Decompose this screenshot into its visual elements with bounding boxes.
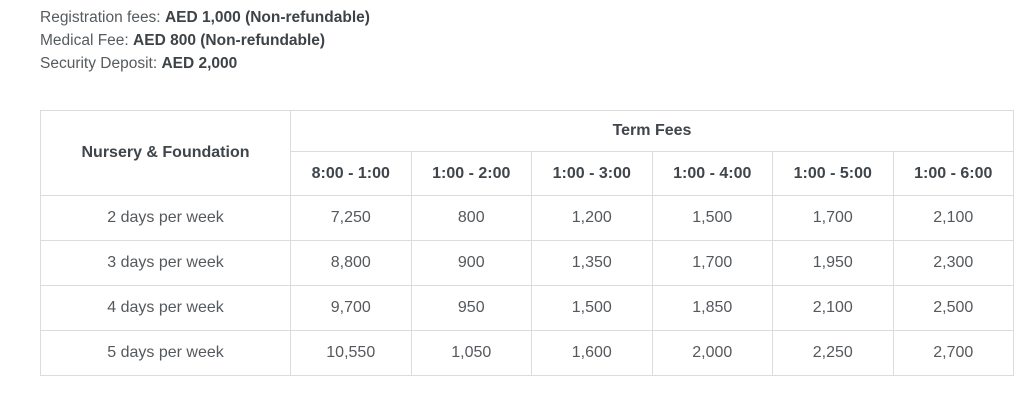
fee-cell: 2,000 xyxy=(651,330,773,376)
group-header-row: Nursery & Foundation Term Fees xyxy=(40,110,1014,196)
note-label: Security Deposit: xyxy=(40,55,162,72)
fee-notes: Registration fees: AED 1,000 (Non-refund… xyxy=(40,6,370,75)
row-label: 3 days per week xyxy=(40,240,291,286)
table-row-2-days: 2 days per week 7,250 800 1,200 1,500 1,… xyxy=(40,195,1014,241)
fee-cell: 2,700 xyxy=(892,330,1014,376)
fee-cell: 800 xyxy=(410,195,532,241)
fee-cell: 10,550 xyxy=(290,330,412,376)
note-value: AED 2,000 xyxy=(161,55,238,72)
group-header: Term Fees xyxy=(290,110,1014,152)
fee-cell: 1,600 xyxy=(531,330,653,376)
fee-cell: 1,950 xyxy=(772,240,894,286)
fee-cell: 900 xyxy=(410,240,532,286)
column-header-1-5: 1:00 - 5:00 xyxy=(772,151,894,196)
column-header-1-2: 1:00 - 2:00 xyxy=(410,151,532,196)
fee-cell: 1,500 xyxy=(651,195,773,241)
table-row-5-days: 5 days per week 10,550 1,050 1,600 2,000… xyxy=(40,330,1014,376)
fee-cell: 8,800 xyxy=(290,240,412,286)
fee-cell: 1,700 xyxy=(772,195,894,241)
table-row-4-days: 4 days per week 9,700 950 1,500 1,850 2,… xyxy=(40,285,1014,331)
table-row-3-days: 3 days per week 8,800 900 1,350 1,700 1,… xyxy=(40,240,1014,286)
fee-cell: 2,250 xyxy=(772,330,894,376)
column-header-1-3: 1:00 - 3:00 xyxy=(531,151,653,196)
fee-cell: 2,500 xyxy=(892,285,1014,331)
fee-cell: 2,300 xyxy=(892,240,1014,286)
note-value: AED 1,000 (Non-refundable) xyxy=(164,9,370,26)
fee-cell: 1,200 xyxy=(531,195,653,241)
fee-cell: 9,700 xyxy=(290,285,412,331)
column-header-row: 8:00 - 1:00 1:00 - 2:00 1:00 - 3:00 1:00… xyxy=(41,151,1014,196)
note-registration-fees: Registration fees: AED 1,000 (Non-refund… xyxy=(40,6,370,29)
fee-cell: 7,250 xyxy=(290,195,412,241)
row-header-title: Nursery & Foundation xyxy=(40,110,291,196)
note-label: Medical Fee: xyxy=(40,32,134,49)
note-label: Registration fees: xyxy=(40,9,165,26)
fee-cell: 2,100 xyxy=(892,195,1014,241)
fee-cell: 1,500 xyxy=(531,285,653,331)
row-label: 2 days per week xyxy=(40,195,291,241)
row-label: 5 days per week xyxy=(40,330,291,376)
note-security-deposit: Security Deposit: AED 2,000 xyxy=(40,52,370,75)
term-fees-table: Nursery & Foundation Term Fees 8:00 - 1:… xyxy=(40,110,1014,376)
note-value: AED 800 (Non-refundable) xyxy=(133,32,326,49)
fee-cell: 950 xyxy=(410,285,532,331)
note-medical-fee: Medical Fee: AED 800 (Non-refundable) xyxy=(40,29,370,52)
fee-cell: 1,850 xyxy=(651,285,773,331)
fee-cell: 2,100 xyxy=(772,285,894,331)
fee-cell: 1,050 xyxy=(410,330,532,376)
column-header-8-1: 8:00 - 1:00 xyxy=(290,151,412,196)
fee-cell: 1,350 xyxy=(531,240,653,286)
column-header-1-4: 1:00 - 4:00 xyxy=(651,151,773,196)
column-header-1-6: 1:00 - 6:00 xyxy=(892,151,1014,196)
row-label: 4 days per week xyxy=(40,285,291,331)
fee-cell: 1,700 xyxy=(651,240,773,286)
